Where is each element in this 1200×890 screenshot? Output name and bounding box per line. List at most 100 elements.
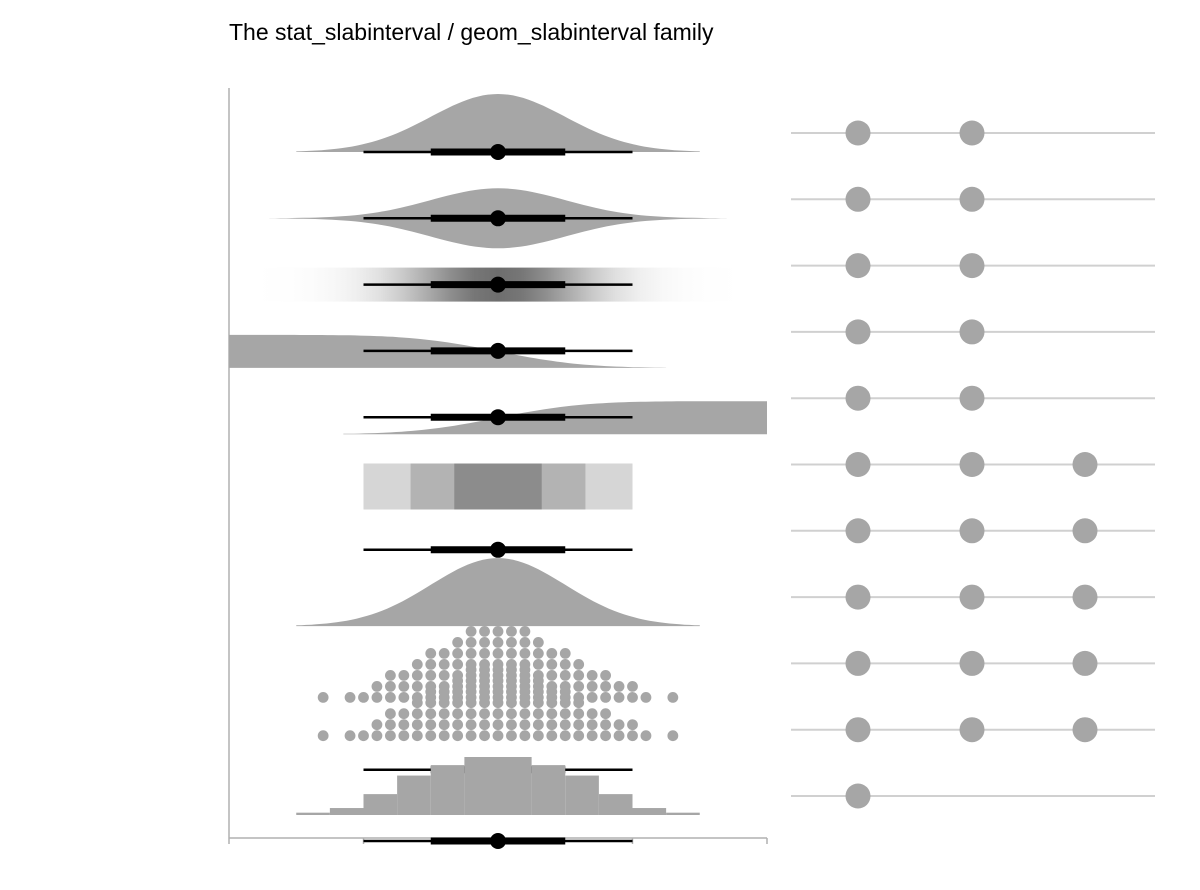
slab-dot — [506, 697, 517, 709]
slab-dot — [385, 719, 396, 731]
slab-dot — [613, 730, 625, 742]
slab-dot — [492, 675, 504, 687]
membership-dot — [959, 650, 985, 676]
slab-dot — [425, 708, 437, 720]
membership-row — [791, 518, 1155, 544]
slab-dot — [559, 670, 571, 681]
slab-dot — [613, 719, 625, 731]
slab-dot — [573, 670, 585, 681]
point-estimate — [490, 144, 506, 160]
slab-dot — [385, 670, 396, 681]
slab-dot — [371, 681, 383, 692]
slab-dot — [479, 675, 490, 687]
membership-dot — [845, 584, 871, 610]
slab-dot — [465, 686, 477, 698]
slab-dot — [506, 686, 517, 698]
slab-dot — [506, 730, 517, 742]
slab-dot — [492, 719, 504, 731]
slab-dot — [492, 697, 504, 709]
slab-dot — [506, 648, 517, 659]
slab-dot — [398, 708, 410, 720]
hist-bar — [598, 794, 633, 815]
slab-dot — [492, 626, 504, 637]
slab-dot — [532, 730, 544, 742]
slab-dot — [479, 626, 490, 637]
slab-dot — [452, 659, 464, 670]
slab-dot — [613, 692, 625, 703]
membership-dot — [845, 120, 871, 146]
slab-dot — [506, 664, 517, 676]
slab-dot — [492, 686, 504, 698]
slab-dot — [627, 719, 638, 731]
slab-dot — [425, 659, 437, 670]
slab-dot — [506, 708, 517, 720]
slab-dot — [411, 708, 423, 720]
slab-dot — [465, 730, 477, 742]
membership-dot — [845, 385, 871, 411]
chart-title: The stat_slabinterval / geom_slabinterva… — [229, 19, 714, 45]
membership-dot — [959, 452, 985, 477]
slab-dot — [640, 730, 652, 742]
point-estimate — [490, 276, 506, 293]
slab-dot — [519, 697, 531, 709]
slab-dot — [438, 670, 450, 681]
membership-dot — [845, 452, 871, 477]
membership-dot — [1072, 518, 1098, 544]
slab-dot — [438, 719, 450, 731]
slab-dot — [573, 697, 585, 709]
slab-dot — [559, 697, 571, 709]
point-estimate — [490, 541, 506, 558]
membership-dot — [959, 253, 985, 279]
membership-dot — [845, 186, 871, 212]
slab-dot — [425, 686, 437, 698]
slab-dot — [546, 697, 558, 709]
slab-density — [296, 558, 700, 627]
membership-dot — [845, 783, 871, 809]
slab-dot — [411, 730, 423, 742]
membership-dot — [959, 584, 985, 610]
membership-row — [791, 717, 1155, 743]
slab-dot — [532, 659, 544, 670]
slab-dot — [519, 686, 531, 698]
slab-dot — [465, 648, 477, 659]
membership-dot — [959, 518, 985, 544]
slab-dot — [559, 730, 571, 742]
slab-dot — [559, 686, 571, 698]
hist-bar — [632, 808, 667, 815]
slab-dot — [479, 719, 490, 731]
slab-dot — [573, 708, 585, 720]
membership-dot — [959, 717, 985, 743]
hist-bar — [464, 757, 532, 815]
slab-dot — [452, 686, 464, 698]
slab-dot — [519, 675, 531, 687]
slab-dot — [559, 719, 571, 731]
slab-dot — [506, 626, 517, 637]
membership-row — [791, 186, 1155, 212]
slab-dot — [452, 708, 464, 720]
slab-dot — [546, 686, 558, 698]
slab-dot — [398, 670, 410, 681]
interval-band — [454, 463, 542, 510]
hist-bar — [397, 775, 431, 815]
slab-dot — [411, 659, 423, 670]
slab-dot — [613, 681, 625, 692]
slab-dot — [546, 659, 558, 670]
slab-dot — [465, 697, 477, 709]
slab-dot — [519, 730, 531, 742]
slab-dot — [506, 637, 517, 648]
slab-dot — [385, 681, 396, 692]
slab-dot — [600, 692, 611, 703]
slab-dot — [479, 637, 490, 648]
geom-row — [363, 463, 633, 510]
slab-dot — [667, 692, 679, 703]
slab-dot — [479, 648, 490, 659]
membership-dot — [845, 253, 871, 279]
slab-dot — [452, 730, 464, 742]
membership-row — [791, 452, 1155, 477]
geom-row — [296, 94, 700, 160]
membership-panel — [791, 120, 1155, 809]
slab-dot — [519, 708, 531, 720]
halfeye-slab — [296, 94, 700, 152]
slab-dot — [452, 697, 464, 709]
slab-dot — [465, 626, 477, 637]
